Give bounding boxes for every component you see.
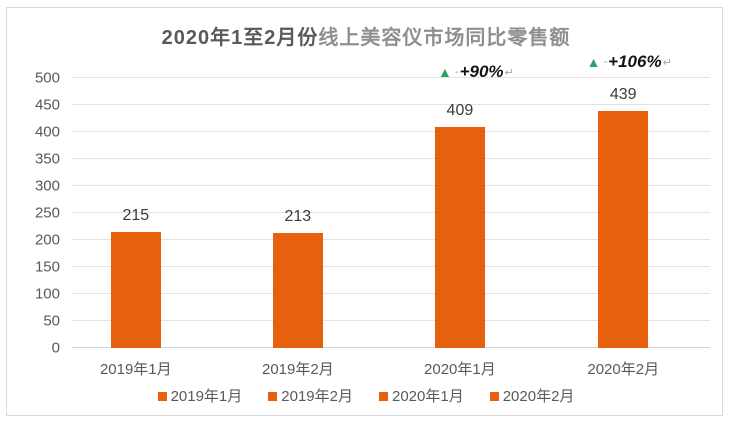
gridline (72, 104, 710, 105)
legend-item: 2019年2月 (268, 389, 353, 404)
y-axis-tick-label: 250 (34, 204, 60, 222)
gridline (72, 77, 710, 78)
y-axis-tick-label: 100 (34, 285, 60, 303)
x-axis-label: 2019年1月 (99, 361, 172, 378)
legend-label: 2019年2月 (281, 388, 353, 405)
legend-swatch (157, 392, 167, 401)
gridline (72, 293, 710, 294)
return-mark: ↵ (662, 56, 672, 69)
legend-item: 2019年1月 (157, 388, 243, 405)
bar-value-label: 409 (446, 102, 474, 120)
y-axis-tick-label: 450 (34, 96, 60, 114)
legend: 2019年1月 2019年2月 2020年1月 2020年2月 (0, 389, 732, 404)
gridline (72, 266, 710, 267)
y-axis-tick-label: 500 (34, 69, 60, 87)
gridline (72, 239, 710, 240)
bar (434, 127, 485, 348)
y-axis-tick-label: 350 (34, 150, 60, 168)
legend-label: 2020年1月 (392, 388, 464, 405)
x-axis-label: 2020年2月 (587, 361, 660, 378)
bar-value-label: 213 (284, 207, 312, 225)
gridline (72, 212, 710, 213)
gridline (72, 185, 710, 186)
y-axis-tick-label: 150 (34, 258, 60, 276)
y-axis-tick-label: 50 (43, 312, 60, 330)
y-axis-tick-label: 200 (34, 231, 60, 249)
chart-title: 2020年1至2月份线上美容仪市场同比零售额 (0, 21, 732, 50)
up-triangle-icon: ▲ (438, 64, 452, 80)
legend-swatch (379, 392, 388, 401)
legend-item: 2020年2月 (489, 388, 575, 405)
legend-item: 2020年1月 (379, 389, 464, 404)
chart-title-secondary: 线上美容仪市场同比零售额 (318, 27, 571, 49)
bar-value-label: 439 (609, 85, 637, 103)
annotation-dash: - (454, 66, 459, 78)
bar-column: 409 2020年1月 ▲ - +90% ↵ (395, 62, 525, 378)
annotation-text: +90% (459, 62, 504, 81)
y-axis-tick-label: 0 (51, 339, 60, 357)
growth-annotation: ▲ - +90% ↵ (438, 62, 514, 82)
legend-swatch (489, 392, 499, 401)
x-axis-label: 2019年2月 (261, 361, 334, 378)
bar-column: 213 2019年2月 (233, 78, 363, 378)
bar-column: 439 2020年2月 ▲ - +106% ↵ (558, 52, 688, 378)
bar-column: 215 2019年1月 (71, 78, 201, 378)
up-triangle-icon: ▲ (586, 54, 601, 70)
bar (272, 232, 323, 348)
annotation-text: +106% (608, 52, 662, 71)
annotation-dash: - (603, 56, 608, 68)
x-axis-line (72, 347, 710, 348)
legend-label: 2019年1月 (170, 388, 243, 405)
bar (110, 231, 161, 348)
chart-title-primary: 2020年1至2月份 (161, 27, 319, 49)
growth-annotation: ▲ - +106% ↵ (587, 52, 672, 72)
plot-area: 0 50 100 150 200 250 300 350 400 450 500 215 2019年1月… (35, 52, 710, 378)
gridline (72, 131, 710, 132)
y-axis-tick-label: 400 (34, 123, 60, 141)
legend-swatch (268, 392, 278, 401)
bar-value-label: 215 (122, 206, 150, 224)
gridline (72, 158, 710, 159)
y-axis-tick-label: 300 (34, 177, 60, 195)
gridline (72, 320, 710, 321)
bar (598, 110, 649, 348)
x-axis-label: 2020年1月 (424, 361, 496, 378)
return-mark: ↵ (504, 66, 514, 79)
legend-label: 2020年2月 (502, 388, 575, 405)
